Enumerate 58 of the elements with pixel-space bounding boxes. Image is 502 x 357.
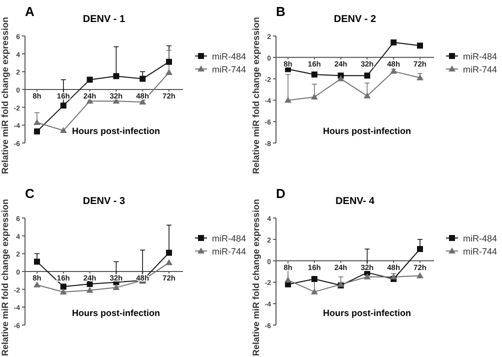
point [86,286,94,293]
x-axis-title: Hours post-infection [72,308,160,318]
point [140,76,146,82]
y-axis-title: Relative miR fold change expression [251,198,261,356]
legend-label: miR-484 [463,52,498,62]
legend-label: miR-484 [463,234,498,244]
x-axis-title: Hours post-infection [323,126,411,136]
point [310,288,318,294]
legend-label: miR-744 [212,64,246,74]
y-axis-title: Relative miR fold change expression [251,16,261,174]
y-axis-title: Relative miR fold change expression [0,198,10,356]
x-axis-title: Hours post-infection [323,308,411,318]
point [166,250,172,256]
text: B [276,4,286,19]
chart-title: DENV- 4 [336,196,375,207]
point [390,68,398,74]
point [34,258,40,265]
point [166,58,172,65]
text: C [25,186,35,201]
point [34,128,40,134]
point [364,92,371,98]
point [417,42,423,49]
point [284,276,292,283]
point [166,259,172,266]
point [311,276,318,282]
point [34,281,40,288]
text: A [25,4,35,19]
point [112,284,120,290]
point [113,73,120,80]
point [416,272,424,278]
legend-label: miR-744 [463,246,498,256]
legend-label: miR-744 [212,246,246,256]
point [364,273,371,280]
point [166,69,172,76]
point [310,93,318,100]
point [86,76,93,83]
chart-title: DENV - 1 [82,14,126,25]
point [417,246,423,252]
point [60,127,67,134]
point [60,284,66,290]
legend-label: miR-744 [463,64,498,74]
text: D [276,186,286,201]
point [284,96,292,103]
point [364,72,370,79]
point [390,39,397,46]
legend-label: miR-484 [212,52,246,62]
legend-label: miR-484 [212,234,246,244]
chart-title: DENV - 2 [334,14,377,25]
point [86,280,93,287]
y-axis-title: Relative miR fold change expression [0,16,10,174]
point [60,288,67,295]
point [311,72,318,78]
point [34,118,40,125]
point [337,75,344,82]
x-axis-title: Hours post-infection [72,126,160,136]
point [390,273,398,280]
point [60,102,66,109]
chart-title: DENV - 3 [82,196,126,207]
